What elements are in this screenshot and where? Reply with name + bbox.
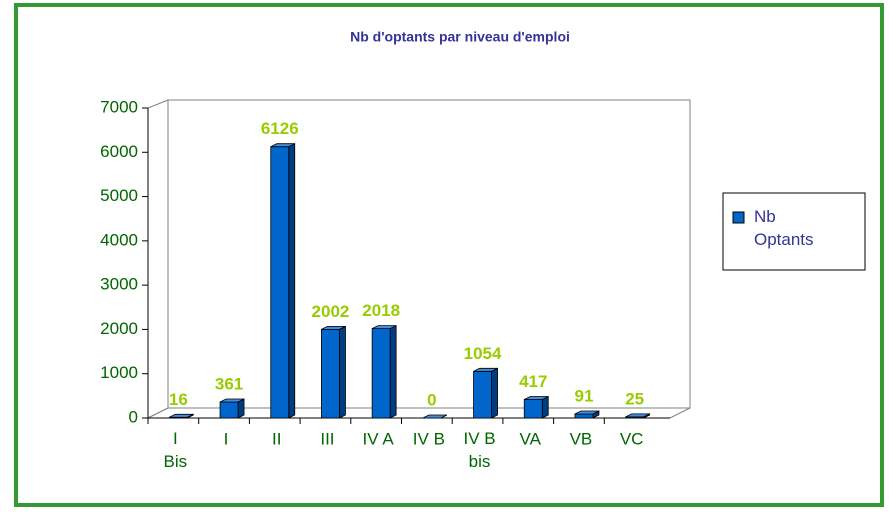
legend-swatch (732, 211, 745, 224)
data-label: 2002 (312, 302, 350, 321)
bar-top (321, 325, 346, 330)
data-label: 1054 (464, 344, 502, 363)
x-tick-label: I Bis (164, 429, 188, 471)
bar (473, 370, 492, 419)
bar-top (169, 413, 194, 418)
y-tick-label: 6000 (100, 142, 138, 161)
bar-top (219, 398, 245, 403)
y-tick-label: 3000 (100, 275, 138, 294)
y-tick-label: 0 (129, 407, 138, 426)
legend-label: Nb Optants (754, 207, 814, 249)
bar-top (574, 410, 600, 415)
bar-side (288, 143, 296, 419)
y-tick-label: 4000 (100, 230, 138, 249)
bar-side (541, 395, 549, 419)
x-tick-label: II (272, 429, 281, 448)
data-label: 16 (169, 390, 188, 409)
chart-title: Nb d'optants par niveau d'emploi (350, 29, 570, 45)
x-tick-label: VC (620, 429, 644, 448)
bar (270, 146, 290, 419)
bar-top (524, 396, 549, 400)
bar (523, 399, 543, 419)
bar-top (422, 414, 448, 419)
data-label: 0 (427, 390, 436, 409)
y-tick-label: 7000 (100, 97, 138, 116)
bar-top (473, 367, 498, 372)
data-label: 91 (574, 386, 593, 405)
bar-side (339, 325, 346, 419)
bar-top (270, 143, 295, 148)
data-label: 417 (519, 372, 547, 391)
x-tick-label: VB (570, 429, 593, 448)
bar-top (371, 325, 397, 330)
x-tick-label: I (224, 429, 229, 448)
data-label: 25 (625, 389, 644, 408)
bar (574, 413, 594, 419)
data-label: 361 (215, 374, 243, 393)
bar (219, 401, 239, 419)
y-tick-label: 2000 (100, 319, 138, 338)
bar-top (625, 413, 650, 418)
data-label: 6126 (261, 119, 299, 138)
side-wall (147, 99, 169, 419)
back-wall (167, 99, 691, 409)
x-tick-label: VA (520, 429, 542, 448)
x-tick-label: IV A (363, 429, 395, 448)
x-tick-label: IV B (413, 429, 445, 448)
x-tick-label: III (320, 429, 334, 448)
bar-side (389, 324, 397, 419)
y-tick-label: 1000 (100, 363, 138, 382)
bar (321, 328, 340, 419)
bar-side (491, 367, 498, 419)
legend-box (722, 192, 866, 271)
data-label: 2018 (362, 301, 400, 320)
y-tick-label: 5000 (100, 186, 138, 205)
bar (371, 328, 391, 419)
